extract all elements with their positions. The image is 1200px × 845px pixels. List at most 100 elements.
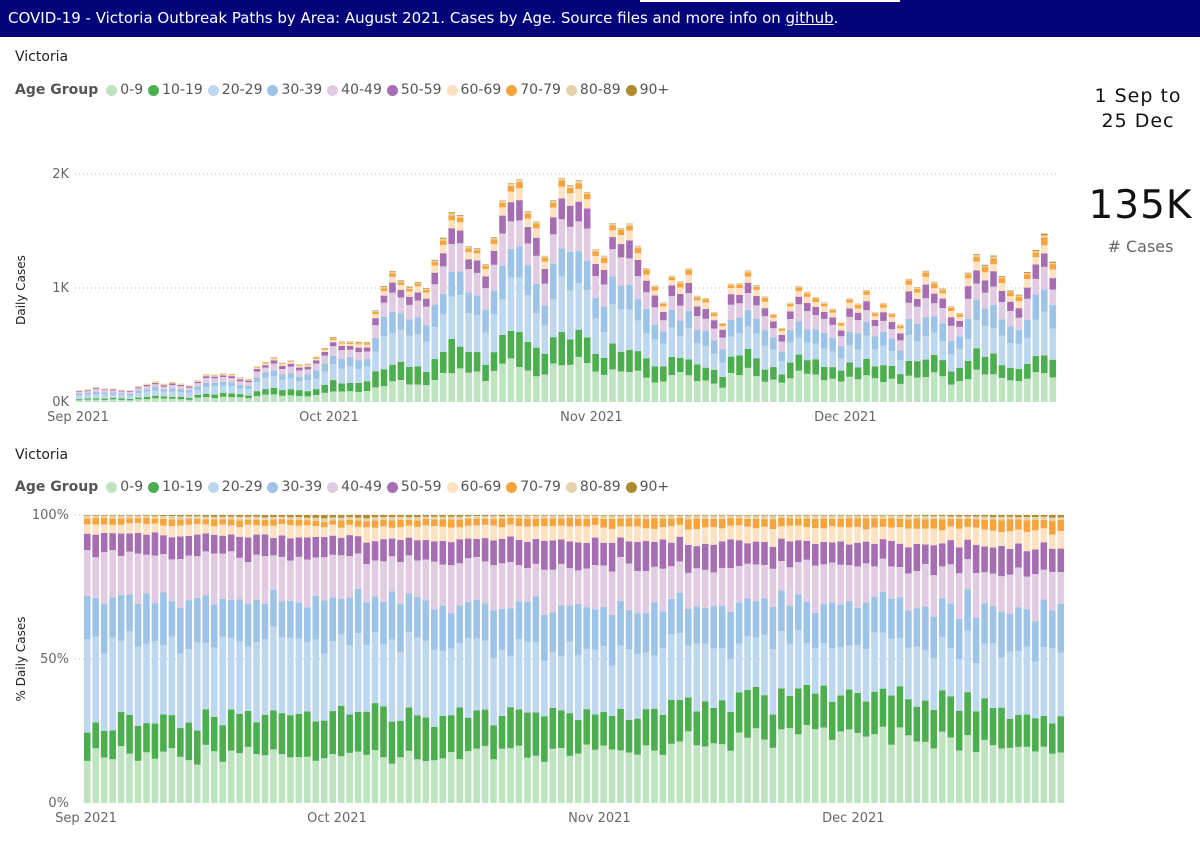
bar-segment-60-69[interactable] [1049, 269, 1057, 279]
bar-segment-30-39[interactable] [939, 323, 947, 342]
bar-segment-80-89[interactable] [693, 296, 701, 298]
bar-segment-80-89[interactable] [380, 286, 388, 289]
bar-segment-70-79[interactable] [820, 518, 828, 529]
bar-segment-0-9[interactable] [761, 381, 769, 402]
bar-segment-60-69[interactable] [194, 381, 202, 382]
bar-segment-90+[interactable] [811, 515, 819, 516]
bar-segment-0-9[interactable] [955, 750, 963, 803]
bar-segment-80-89[interactable] [329, 337, 337, 339]
bar-segment-50-59[interactable] [219, 535, 226, 554]
bar-segment-0-9[interactable] [388, 763, 396, 803]
bar-segment-80-89[interactable] [448, 213, 456, 216]
bar-segment-20-29[interactable] [516, 277, 523, 333]
bar-segment-60-69[interactable] [888, 527, 895, 541]
bar-segment-50-59[interactable] [321, 352, 329, 356]
bar-segment-50-59[interactable] [549, 540, 557, 570]
legend-item-90+[interactable]: 90+ [625, 82, 669, 98]
bar-segment-30-39[interactable] [693, 330, 701, 344]
bar-segment-70-79[interactable] [914, 288, 921, 293]
bar-segment-0-9[interactable] [143, 752, 150, 803]
bar-segment-10-19[interactable] [1023, 714, 1031, 747]
bar-segment-70-79[interactable] [710, 518, 717, 527]
bar-segment-60-69[interactable] [820, 306, 828, 312]
bar-segment-30-39[interactable] [118, 393, 125, 395]
bar-segment-0-9[interactable] [338, 391, 345, 402]
bar-segment-10-19[interactable] [295, 713, 303, 757]
bar-segment-30-39[interactable] [499, 265, 506, 300]
bar-segment-40-49[interactable] [329, 346, 337, 356]
bar-segment-90+[interactable] [761, 515, 768, 516]
bar-segment-10-19[interactable] [439, 715, 447, 759]
bar-segment-30-39[interactable] [955, 618, 963, 660]
bar-segment-30-39[interactable] [778, 590, 785, 632]
bar-segment-30-39[interactable] [464, 601, 472, 639]
legend-item-50-59[interactable]: 50-59 [386, 82, 442, 98]
bar-segment-0-9[interactable] [981, 739, 988, 803]
bar-segment-0-9[interactable] [177, 756, 184, 803]
bar-segment-90+[interactable] [1015, 294, 1023, 296]
bar-segment-90+[interactable] [1007, 290, 1014, 292]
bar-segment-20-29[interactable] [897, 360, 904, 375]
bar-segment-0-9[interactable] [464, 751, 472, 803]
bar-segment-50-59[interactable] [660, 312, 667, 321]
bar-segment-10-19[interactable] [126, 398, 134, 401]
bar-segment-10-19[interactable] [787, 362, 794, 379]
bar-segment-40-49[interactable] [490, 264, 498, 291]
bar-segment-60-69[interactable] [879, 526, 887, 540]
bar-segment-0-9[interactable] [482, 381, 489, 402]
bar-segment-70-79[interactable] [414, 283, 422, 287]
bar-segment-40-49[interactable] [845, 565, 853, 601]
bar-segment-30-39[interactable] [1023, 609, 1031, 647]
bar-segment-40-49[interactable] [1007, 310, 1014, 327]
bar-segment-60-69[interactable] [439, 526, 447, 542]
bar-segment-30-39[interactable] [871, 336, 879, 350]
bar-segment-40-49[interactable] [778, 560, 785, 591]
bar-segment-50-59[interactable] [448, 228, 456, 245]
bar-segment-10-19[interactable] [75, 399, 83, 401]
bar-segment-10-19[interactable] [253, 391, 261, 397]
bar-segment-10-19[interactable] [498, 715, 506, 749]
bar-segment-50-59[interactable] [550, 217, 557, 235]
bar-segment-40-49[interactable] [515, 565, 523, 602]
bar-segment-0-9[interactable] [320, 758, 328, 803]
bar-segment-40-49[interactable] [83, 550, 91, 597]
bar-segment-30-39[interactable] [964, 589, 971, 631]
bar-segment-0-9[interactable] [736, 375, 743, 402]
bar-segment-10-19[interactable] [236, 394, 244, 398]
bar-segment-30-39[interactable] [871, 596, 878, 633]
bar-segment-50-59[interactable] [600, 269, 608, 285]
bar-segment-40-49[interactable] [228, 378, 235, 383]
bar-segment-70-79[interactable] [1049, 264, 1057, 270]
bar-segment-60-69[interactable] [304, 525, 311, 538]
bar-segment-50-59[interactable] [575, 201, 582, 222]
bar-segment-30-39[interactable] [541, 305, 549, 326]
bar-segment-40-49[interactable] [990, 286, 997, 305]
bar-segment-0-9[interactable] [236, 397, 244, 402]
bar-segment-30-39[interactable] [609, 276, 616, 305]
bar-segment-40-49[interactable] [846, 316, 853, 332]
bar-segment-30-39[interactable] [498, 608, 506, 650]
bar-segment-70-79[interactable] [837, 323, 845, 326]
bar-segment-90+[interactable] [312, 356, 320, 358]
bar-segment-40-49[interactable] [820, 318, 828, 333]
bar-segment-60-69[interactable] [516, 188, 523, 201]
bar-segment-60-69[interactable] [1015, 529, 1022, 544]
bar-segment-30-39[interactable] [888, 598, 895, 639]
bar-segment-10-19[interactable] [414, 366, 422, 385]
bar-segment-20-29[interactable] [406, 335, 413, 367]
bar-segment-50-59[interactable] [389, 282, 396, 293]
bar-segment-20-29[interactable] [160, 645, 167, 715]
bar-segment-10-19[interactable] [1049, 723, 1056, 754]
bar-segment-60-69[interactable] [405, 525, 413, 538]
bar-segment-10-19[interactable] [253, 722, 260, 755]
bar-segment-40-49[interactable] [253, 554, 260, 600]
bar-segment-20-29[interactable] [253, 381, 261, 392]
bar-segment-90+[interactable] [219, 515, 226, 517]
bar-segment-50-59[interactable] [592, 264, 599, 277]
bar-segment-10-19[interactable] [473, 352, 481, 372]
bar-segment-80-89[interactable] [753, 285, 760, 287]
bar-segment-10-19[interactable] [118, 398, 125, 400]
bar-segment-10-19[interactable] [727, 711, 734, 751]
bar-segment-50-59[interactable] [718, 541, 726, 568]
bar-segment-40-49[interactable] [143, 386, 151, 390]
